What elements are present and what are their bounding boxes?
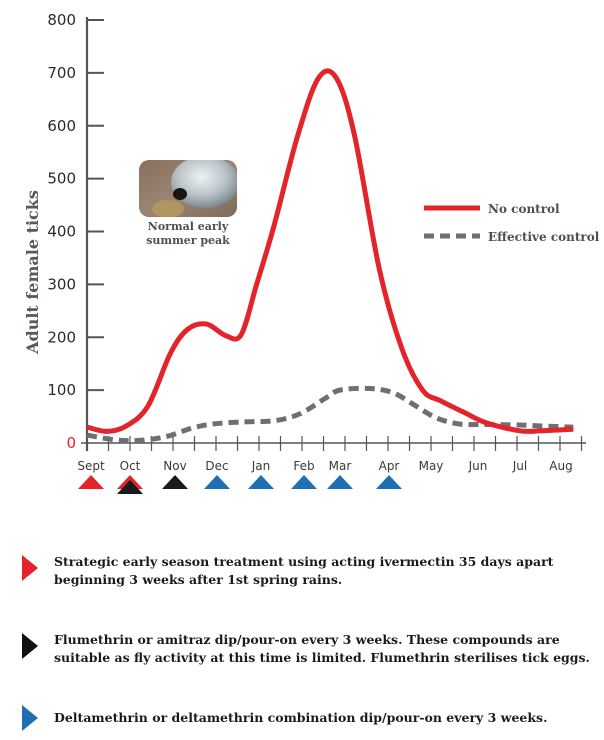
x-tick-label: Mar [329,459,352,473]
x-tick-label: Jan [251,459,271,473]
legend-label-effective-control: Effective control [488,230,600,244]
treatment-marker-triangle-icon [204,475,230,489]
y-tick-label: 300 [47,275,76,293]
annotation-line-2: summer peak [146,234,230,247]
x-tick-label: Sept [77,459,105,473]
x-tick-label: Feb [293,459,314,473]
annotation-normal-early-summer-peak: Normal early summer peak [139,160,237,247]
note-black-line-2: suitable as fly activity at this time is… [54,650,590,665]
note-red-text: Strategic early season treatment using a… [54,553,594,589]
y-tick-label: 0 [66,434,76,452]
legend-label-no-control: No control [488,202,560,216]
x-tick-label: Nov [163,459,186,473]
tick-photo [139,160,237,217]
x-tick-label: Jul [512,459,527,473]
treatment-marker-triangle-icon [117,480,143,494]
treatment-marker-triangle-icon [291,475,317,489]
note-red-line-2: beginning 3 weeks after 1st spring rains… [54,572,343,587]
treatment-marker-triangle-icon [78,475,104,489]
x-tick-label: Aug [549,459,572,473]
note-black-text: Flumethrin or amitraz dip/pour-on every … [54,631,594,667]
treatment-marker-triangle-icon [248,475,274,489]
y-tick-label: 200 [47,328,76,346]
treatment-marker-triangle-icon [162,475,188,489]
tick-population-chart: 0 100 200 300 400 500 600 700 800 Sept Oct Nov Dec Ja… [23,11,600,494]
annotation-line-1: Normal early [148,220,229,233]
note-blue-line-1: Deltamethrin or deltamethrin combination… [54,710,548,725]
y-tick-label: 400 [47,223,76,241]
series-group [86,68,574,444]
y-tick-label: 500 [47,170,76,188]
x-tick-label: Oct [120,459,141,473]
series-line-no-control [86,68,574,434]
blue-triangle-icon [22,705,38,731]
series-line-effective-control [86,385,574,444]
axes: 0 100 200 300 400 500 600 700 800 Sept Oct Nov Dec Ja… [47,11,586,473]
y-tick-label: 600 [47,117,76,135]
y-tick-label: 700 [47,64,76,82]
treatment-marker-triangle-icon [376,475,402,489]
note-red-line-1: Strategic early season treatment using a… [54,554,554,569]
y-axis-label: Adult female ticks [23,190,42,355]
note-black-line-1: Flumethrin or amitraz dip/pour-on every … [54,632,560,647]
y-tick-label: 800 [47,11,76,29]
y-tick-label: 100 [47,381,76,399]
legend: No control Effective control [424,202,600,244]
x-tick-label: May [419,459,444,473]
treatment-markers [78,475,402,494]
x-tick-label: Apr [379,459,400,473]
note-blue-text: Deltamethrin or deltamethrin combination… [54,709,594,727]
treatment-marker-triangle-icon [327,475,353,489]
red-triangle-icon [22,555,38,581]
black-triangle-icon [22,633,38,659]
x-tick-label: Jun [468,459,488,473]
x-tick-label: Dec [205,459,228,473]
